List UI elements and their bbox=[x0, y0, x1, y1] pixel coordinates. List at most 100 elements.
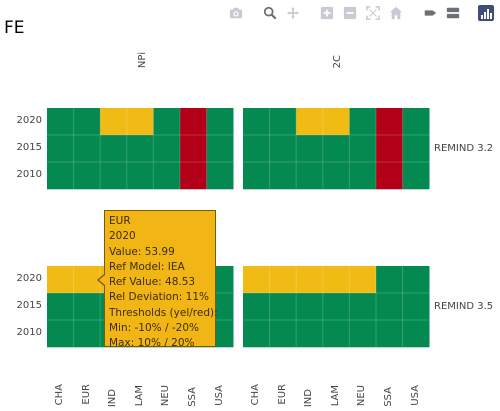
zoom-icon[interactable] bbox=[261, 4, 279, 22]
heatmap-cell-remind-3-2-npi-2015-ind[interactable] bbox=[100, 135, 128, 163]
pan-icon[interactable] bbox=[284, 4, 302, 22]
y-tick-bottom-2020: 2020 bbox=[16, 273, 42, 284]
heatmap-cell-remind-3-5-2c-2020-lam[interactable] bbox=[322, 266, 350, 294]
heatmap-cell-remind-3-5-2c-2015-lam[interactable] bbox=[322, 293, 350, 321]
heatmap-cell-remind-3-5-2c-2015-cha[interactable] bbox=[243, 293, 270, 321]
heatmap-cell-remind-3-2-npi-2015-neu[interactable] bbox=[153, 135, 181, 163]
heatmap-cell-remind-3-2-npi-2015-cha[interactable] bbox=[47, 135, 74, 163]
row-label-remind-3-5: REMIND 3.5 bbox=[434, 301, 494, 312]
heatmap-cell-remind-3-2-npi-2010-cha[interactable] bbox=[47, 162, 74, 190]
heatmap-cell-remind-3-2-2c-2010-lam[interactable] bbox=[322, 162, 350, 190]
zoom-out-icon[interactable] bbox=[341, 4, 359, 22]
heatmap-cell-remind-3-5-2c-2020-eur[interactable] bbox=[269, 266, 297, 294]
heatmap-cell-remind-3-5-2c-2010-lam[interactable] bbox=[322, 320, 350, 348]
heatmap-cell-remind-3-2-2c-2015-cha[interactable] bbox=[243, 135, 270, 163]
heatmap-cell-remind-3-5-npi-2020-eur[interactable] bbox=[73, 266, 101, 294]
x-tick-npi-cha: CHA bbox=[54, 384, 65, 406]
heatmap-cell-remind-3-5-npi-2020-cha[interactable] bbox=[47, 266, 74, 294]
autoscale-icon[interactable] bbox=[364, 4, 382, 22]
heatmap-cell-remind-3-5-2c-2020-neu[interactable] bbox=[349, 266, 377, 294]
heatmap-cell-remind-3-2-npi-2015-lam[interactable] bbox=[126, 135, 154, 163]
y-tick-top-2015: 2015 bbox=[16, 142, 42, 153]
y-tick-top-2020: 2020 bbox=[16, 115, 42, 126]
x-tick-npi-lam: LAM bbox=[134, 385, 145, 407]
heatmap-cell-remind-3-2-npi-2010-ind[interactable] bbox=[100, 162, 128, 190]
heatmap-cell-remind-3-5-2c-2010-eur[interactable] bbox=[269, 320, 297, 348]
heatmap-cell-remind-3-2-2c-2015-eur[interactable] bbox=[269, 135, 297, 163]
heatmap-cell-remind-3-5-2c-2010-ssa[interactable] bbox=[376, 320, 403, 348]
heatmap-cell-remind-3-2-npi-2015-ssa[interactable] bbox=[180, 135, 207, 163]
heatmap-cell-remind-3-2-2c-2015-usa[interactable] bbox=[402, 135, 430, 163]
hover-tooltip: EUR 2020 Value: 53.99 Ref Model: IEA Ref… bbox=[104, 210, 218, 349]
heatmap-cell-remind-3-5-npi-2015-eur[interactable] bbox=[73, 293, 101, 321]
heatmap-cell-remind-3-2-npi-2020-lam[interactable] bbox=[126, 108, 154, 136]
heatmap-cell-remind-3-2-2c-2020-eur[interactable] bbox=[269, 108, 297, 136]
heatmap-cell-remind-3-5-2c-2010-cha[interactable] bbox=[243, 320, 270, 348]
compare-hover-icon[interactable] bbox=[444, 4, 462, 22]
heatmap-cell-remind-3-2-2c-2010-neu[interactable] bbox=[349, 162, 377, 190]
heatmap-cell-remind-3-2-2c-2020-ssa[interactable] bbox=[376, 108, 403, 136]
heatmap-cell-remind-3-5-2c-2015-ind[interactable] bbox=[296, 293, 324, 321]
heatmap-cell-remind-3-2-npi-2010-lam[interactable] bbox=[126, 162, 154, 190]
x-tick-2c-ind: IND bbox=[303, 389, 314, 408]
heatmap-cell-remind-3-5-2c-2015-usa[interactable] bbox=[402, 293, 430, 321]
heatmap-cell-remind-3-2-2c-2010-cha[interactable] bbox=[243, 162, 270, 190]
heatmap-cell-remind-3-5-2c-2015-neu[interactable] bbox=[349, 293, 377, 321]
heatmap-cell-remind-3-2-2c-2015-ind[interactable] bbox=[296, 135, 324, 163]
y-tick-bottom-2010: 2010 bbox=[16, 327, 42, 338]
heatmap-cell-remind-3-5-npi-2010-eur[interactable] bbox=[73, 320, 101, 348]
heatmap-cell-remind-3-2-npi-2020-cha[interactable] bbox=[47, 108, 74, 136]
plotly-logo-icon[interactable] bbox=[478, 5, 494, 21]
heatmap-cell-remind-3-2-npi-2010-eur[interactable] bbox=[73, 162, 101, 190]
tooltip-line-min: Min: -10% / -20% bbox=[109, 322, 199, 335]
heatmap-cell-remind-3-5-npi-2015-cha[interactable] bbox=[47, 293, 74, 321]
heatmap-cell-remind-3-5-2c-2020-usa[interactable] bbox=[402, 266, 430, 294]
modebar bbox=[227, 4, 494, 22]
y-tick-top-2010: 2010 bbox=[16, 169, 42, 180]
heatmap-cell-remind-3-2-npi-2020-neu[interactable] bbox=[153, 108, 181, 136]
heatmap-cell-remind-3-2-npi-2010-neu[interactable] bbox=[153, 162, 181, 190]
heatmap-cell-remind-3-2-2c-2010-eur[interactable] bbox=[269, 162, 297, 190]
tooltip-line-max: Max: 10% / 20% bbox=[109, 337, 195, 350]
heatmap-cell-remind-3-5-npi-2010-cha[interactable] bbox=[47, 320, 74, 348]
spike-lines-icon[interactable] bbox=[421, 4, 439, 22]
heatmap-cell-remind-3-5-2c-2015-eur[interactable] bbox=[269, 293, 297, 321]
heatmap-cell-remind-3-2-npi-2020-usa[interactable] bbox=[206, 108, 234, 136]
tooltip-line-year: 2020 bbox=[109, 230, 136, 243]
x-tick-2c-cha: CHA bbox=[250, 384, 261, 406]
heatmap-cell-remind-3-2-2c-2015-neu[interactable] bbox=[349, 135, 377, 163]
tooltip-line-rel-deviation: Rel Deviation: 11% bbox=[109, 291, 209, 304]
heatmap-cell-remind-3-2-2c-2020-ind[interactable] bbox=[296, 108, 324, 136]
tooltip-line-ref-value: Ref Value: 48.53 bbox=[109, 276, 196, 289]
heatmap-cell-remind-3-2-npi-2020-eur[interactable] bbox=[73, 108, 101, 136]
heatmap-cell-remind-3-2-2c-2010-ind[interactable] bbox=[296, 162, 324, 190]
zoom-in-icon[interactable] bbox=[318, 4, 336, 22]
heatmap-cell-remind-3-2-2c-2010-usa[interactable] bbox=[402, 162, 430, 190]
heatmap-cell-remind-3-5-2c-2010-neu[interactable] bbox=[349, 320, 377, 348]
heatmap-cell-remind-3-2-2c-2015-lam[interactable] bbox=[322, 135, 350, 163]
heatmap-cell-remind-3-2-npi-2015-eur[interactable] bbox=[73, 135, 101, 163]
heatmap-cell-remind-3-2-npi-2010-ssa[interactable] bbox=[180, 162, 207, 190]
heatmap-cell-remind-3-5-2c-2010-usa[interactable] bbox=[402, 320, 430, 348]
heatmap-cell-remind-3-2-npi-2020-ind[interactable] bbox=[100, 108, 128, 136]
heatmap-cell-remind-3-5-2c-2010-ind[interactable] bbox=[296, 320, 324, 348]
heatmap-cell-remind-3-5-2c-2020-ind[interactable] bbox=[296, 266, 324, 294]
heatmap-cell-remind-3-2-2c-2020-neu[interactable] bbox=[349, 108, 377, 136]
x-tick-npi-usa: USA bbox=[214, 385, 225, 406]
heatmap-cell-remind-3-2-2c-2015-ssa[interactable] bbox=[376, 135, 403, 163]
x-tick-npi-eur: EUR bbox=[81, 384, 92, 405]
heatmap-cell-remind-3-2-2c-2010-ssa[interactable] bbox=[376, 162, 403, 190]
heatmap-cell-remind-3-2-2c-2020-lam[interactable] bbox=[322, 108, 350, 136]
heatmap-cell-remind-3-5-2c-2020-cha[interactable] bbox=[243, 266, 270, 294]
heatmap-cell-remind-3-2-2c-2020-cha[interactable] bbox=[243, 108, 270, 136]
reset-axes-icon[interactable] bbox=[387, 4, 405, 22]
heatmap-cell-remind-3-2-npi-2015-usa[interactable] bbox=[206, 135, 234, 163]
heatmap-cell-remind-3-5-2c-2015-ssa[interactable] bbox=[376, 293, 403, 321]
heatmap-cell-remind-3-5-2c-2020-ssa[interactable] bbox=[376, 266, 403, 294]
heatmap-cell-remind-3-2-npi-2010-usa[interactable] bbox=[206, 162, 234, 190]
heatmap-cell-remind-3-2-2c-2020-usa[interactable] bbox=[402, 108, 430, 136]
heatmap-cell-remind-3-2-npi-2020-ssa[interactable] bbox=[180, 108, 207, 136]
row-label-remind-3-2: REMIND 3.2 bbox=[434, 143, 494, 154]
camera-icon[interactable] bbox=[227, 4, 245, 22]
